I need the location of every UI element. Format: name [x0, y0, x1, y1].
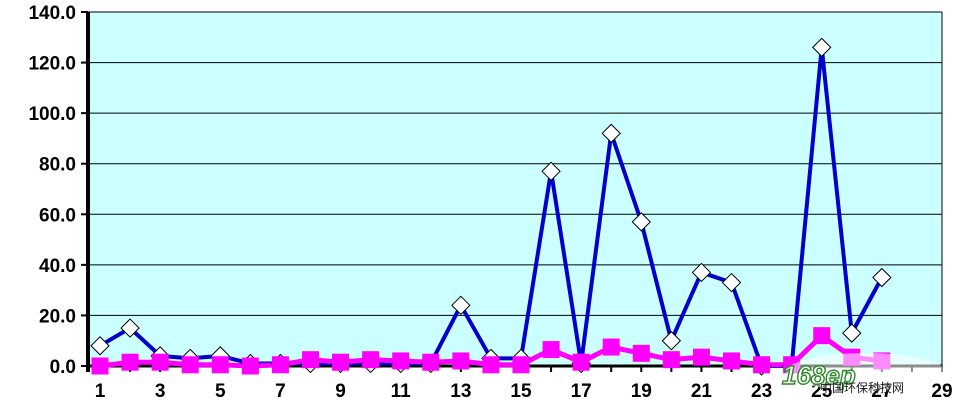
series-2-point-2 [121, 353, 139, 371]
plot-area [88, 12, 942, 366]
y-axis-tick-labels: 0.0 20.0 40.0 60.0 80.0 100.0 120.0 140.0 [28, 3, 76, 378]
x-tick-label-13: 13 [450, 381, 471, 402]
series-2-point-8 [302, 351, 319, 369]
y-tick-label-4: 80.0 [39, 155, 76, 176]
series-2-point-22 [723, 352, 740, 370]
watermark-logo: 168ep 中国环保科技网 [781, 353, 946, 395]
series-2-point-25 [813, 327, 831, 345]
series-2-point-21 [692, 348, 710, 366]
series-2-point-7 [271, 356, 289, 374]
x-tick-label-3: 3 [155, 381, 166, 402]
series-2-point-20 [662, 351, 680, 369]
series-2-point-12 [422, 353, 440, 371]
x-tick-label-1: 1 [95, 381, 106, 402]
series-2-point-23 [753, 356, 771, 374]
series-1-point-1 [90, 336, 110, 356]
series-1-point-20 [661, 331, 682, 351]
series-2-point-18 [602, 338, 620, 356]
x-tick-label-21: 21 [691, 381, 713, 402]
x-tick-label-11: 11 [391, 381, 412, 402]
x-tick-label-9: 9 [335, 381, 346, 402]
series-2-point-5 [211, 356, 229, 374]
gridlines [88, 11, 942, 316]
x-tick-label-17: 17 [571, 381, 592, 402]
series-2-point-15 [512, 356, 530, 374]
series-2-point-9 [332, 353, 350, 371]
x-tick-label-19: 19 [631, 381, 652, 402]
y-tick-label-1: 20.0 [39, 306, 76, 327]
series-2-point-11 [392, 352, 410, 370]
watermark-logo-text: 168ep [782, 360, 856, 390]
series-1-point-16 [541, 161, 561, 182]
y-tick-label-2: 40.0 [39, 256, 76, 277]
series-2-point-14 [482, 356, 500, 374]
series-2-point-6 [241, 357, 259, 375]
watermark-site-text: 中国环保科技网 [820, 380, 904, 395]
series-layer [90, 37, 892, 376]
series-1-point-2 [120, 318, 140, 338]
series-2-point-4 [181, 356, 199, 374]
x-tick-label-5: 5 [215, 381, 226, 402]
series-1-point-19 [631, 212, 651, 232]
x-tick-label-7: 7 [275, 381, 286, 402]
x-tick-label-15: 15 [510, 381, 532, 402]
y-tick-label-0: 0.0 [50, 357, 76, 378]
series-2-point-17 [572, 353, 590, 371]
series-1-point-22 [721, 272, 742, 293]
x-tick-label-23: 23 [751, 381, 772, 402]
series-2-point-3 [151, 353, 169, 371]
y-tick-label-5: 100.0 [28, 104, 76, 125]
series-1-point-13 [451, 295, 471, 316]
series-1-point-25 [812, 37, 832, 58]
series-2-point-16 [542, 341, 560, 359]
series-2-point-1 [91, 357, 109, 375]
series-2-point-19 [632, 344, 650, 362]
y-tick-label-6: 120.0 [28, 54, 76, 75]
series-1-point-27 [872, 267, 892, 288]
series-1-point-18 [601, 123, 621, 144]
series-2-point-10 [362, 351, 380, 369]
x-tick-label-29: 29 [931, 381, 952, 402]
y-tick-label-7: 140.0 [28, 3, 76, 24]
series-2-point-13 [452, 352, 470, 370]
y-tick-label-3: 60.0 [39, 205, 76, 226]
series-1-point-21 [691, 262, 712, 283]
series-1-point-26 [842, 323, 862, 343]
